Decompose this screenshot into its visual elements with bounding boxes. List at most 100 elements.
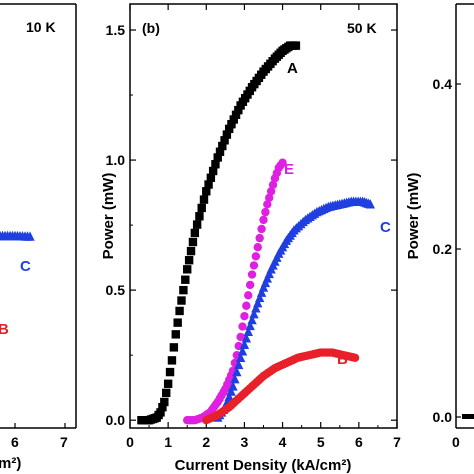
left-panel: 6 7 m²) 10 K C B bbox=[0, 3, 77, 472]
data-point-a bbox=[167, 356, 177, 365]
data-point-a bbox=[177, 296, 186, 305]
data-point-a bbox=[181, 275, 190, 284]
data-point-a bbox=[227, 119, 236, 129]
data-point-a bbox=[197, 203, 206, 213]
right-ytick-label-2: 0.4 bbox=[433, 76, 453, 92]
right-panel: 0.0 0.2 0.4 0 Power (mW) bbox=[405, 3, 474, 450]
data-point-a bbox=[169, 343, 179, 352]
data-point-a bbox=[186, 246, 196, 256]
series-e bbox=[183, 158, 287, 425]
right-ytick-label-1: 0.2 bbox=[433, 241, 453, 257]
data-point-a bbox=[222, 130, 232, 139]
data-point-a bbox=[165, 367, 175, 377]
data-point-a bbox=[220, 136, 229, 145]
data-point-a bbox=[183, 265, 192, 274]
panel-b-xlabel: Current Density (kA/cm²) bbox=[175, 457, 352, 474]
data-point-e bbox=[247, 270, 257, 279]
data-point-a bbox=[173, 318, 182, 327]
data-point-a bbox=[188, 237, 198, 247]
data-point-a bbox=[291, 41, 301, 50]
data-point-e bbox=[236, 332, 245, 342]
panel-b-y-ticks: 0.0 0.5 1.0 1.5 bbox=[106, 22, 397, 428]
data-point-e bbox=[278, 158, 287, 167]
x-tick-label: 0 bbox=[126, 434, 134, 450]
data-point-c bbox=[230, 374, 240, 384]
right-panel-baseline-marks bbox=[462, 414, 474, 419]
data-point-c bbox=[253, 297, 263, 308]
data-point-c bbox=[228, 381, 238, 391]
data-point-a bbox=[192, 220, 202, 229]
data-point-a bbox=[184, 256, 194, 265]
panel-b-series-label-c: C bbox=[380, 219, 391, 236]
panel-b-ylabel: Power (mW) bbox=[100, 173, 117, 260]
left-xtick-label-6: 6 bbox=[11, 434, 19, 450]
left-series-label-c: C bbox=[20, 258, 31, 275]
y-tick-label: 0.5 bbox=[106, 282, 126, 298]
data-point-c bbox=[239, 339, 250, 349]
y-tick-label: 1.0 bbox=[106, 152, 126, 168]
data-point-e bbox=[245, 280, 255, 290]
y-tick-label: 0.0 bbox=[106, 412, 126, 428]
data-point-a bbox=[171, 330, 180, 339]
data-point-a bbox=[158, 402, 167, 412]
data-point-a bbox=[156, 408, 165, 417]
panel-b-label: (b) bbox=[142, 20, 160, 36]
left-series-c-markers bbox=[0, 230, 35, 241]
series-c bbox=[213, 196, 375, 422]
data-point-c bbox=[254, 292, 265, 303]
data-point-c bbox=[232, 366, 242, 377]
data-point-c bbox=[243, 326, 253, 336]
data-point-a bbox=[204, 180, 213, 189]
data-point-a bbox=[218, 141, 227, 151]
data-point-c bbox=[256, 287, 267, 297]
data-point-a bbox=[215, 147, 225, 156]
x-tick-label: 4 bbox=[279, 434, 287, 450]
right-xtick-label-0: 0 bbox=[452, 434, 460, 450]
data-point-c bbox=[249, 308, 259, 319]
data-point-a bbox=[213, 153, 222, 162]
panel-b-temperature-label: 50 K bbox=[347, 20, 377, 36]
data-point-c bbox=[235, 352, 246, 362]
x-tick-label: 5 bbox=[317, 434, 325, 450]
series-a bbox=[137, 41, 301, 425]
data-point-e bbox=[263, 200, 272, 209]
data-point-b bbox=[350, 353, 360, 362]
panel-b-series-label-e: E bbox=[284, 161, 294, 178]
data-point-a bbox=[163, 379, 173, 388]
series-b bbox=[202, 348, 360, 425]
data-point-e bbox=[268, 180, 278, 189]
data-point-c bbox=[234, 359, 244, 370]
data-point-a bbox=[190, 228, 200, 238]
data-point-e bbox=[238, 322, 247, 331]
right-ylabel: Power (mW) bbox=[405, 173, 422, 260]
data-point-a bbox=[162, 388, 171, 398]
data-point-a bbox=[229, 115, 238, 124]
data-point-e bbox=[255, 233, 264, 243]
data-point-a bbox=[206, 173, 216, 182]
left-data-point-c bbox=[25, 231, 35, 241]
data-point-a bbox=[179, 285, 188, 295]
data-point-e bbox=[242, 301, 251, 310]
data-point-c bbox=[247, 314, 257, 325]
left-xtick-label-7: 7 bbox=[60, 434, 68, 450]
data-point-c bbox=[237, 346, 248, 356]
panel-b-x-ticks: 0 1 2 3 4 5 6 7 bbox=[126, 4, 401, 450]
data-point-e bbox=[257, 224, 266, 234]
panel-b: 0 1 2 3 4 5 6 7 0.0 0.5 1.0 1.5 (b) 50 K A E C B C… bbox=[100, 3, 401, 474]
x-tick-label: 6 bbox=[355, 434, 363, 450]
left-series-label-b: B bbox=[0, 321, 9, 338]
data-point-a bbox=[234, 105, 243, 115]
data-point-a bbox=[211, 160, 220, 169]
data-point-e bbox=[240, 311, 249, 321]
left-temperature-label: 10 K bbox=[26, 19, 56, 35]
data-point-a bbox=[202, 187, 211, 196]
panel-b-series-label-a: A bbox=[287, 60, 298, 77]
panel-b-series-label-b: B bbox=[337, 351, 348, 368]
data-point-c bbox=[245, 320, 255, 331]
data-point-e bbox=[266, 187, 276, 196]
data-point-e bbox=[251, 252, 261, 261]
data-point-c bbox=[224, 391, 234, 401]
x-tick-label: 7 bbox=[393, 434, 401, 450]
data-point-a bbox=[195, 212, 204, 221]
